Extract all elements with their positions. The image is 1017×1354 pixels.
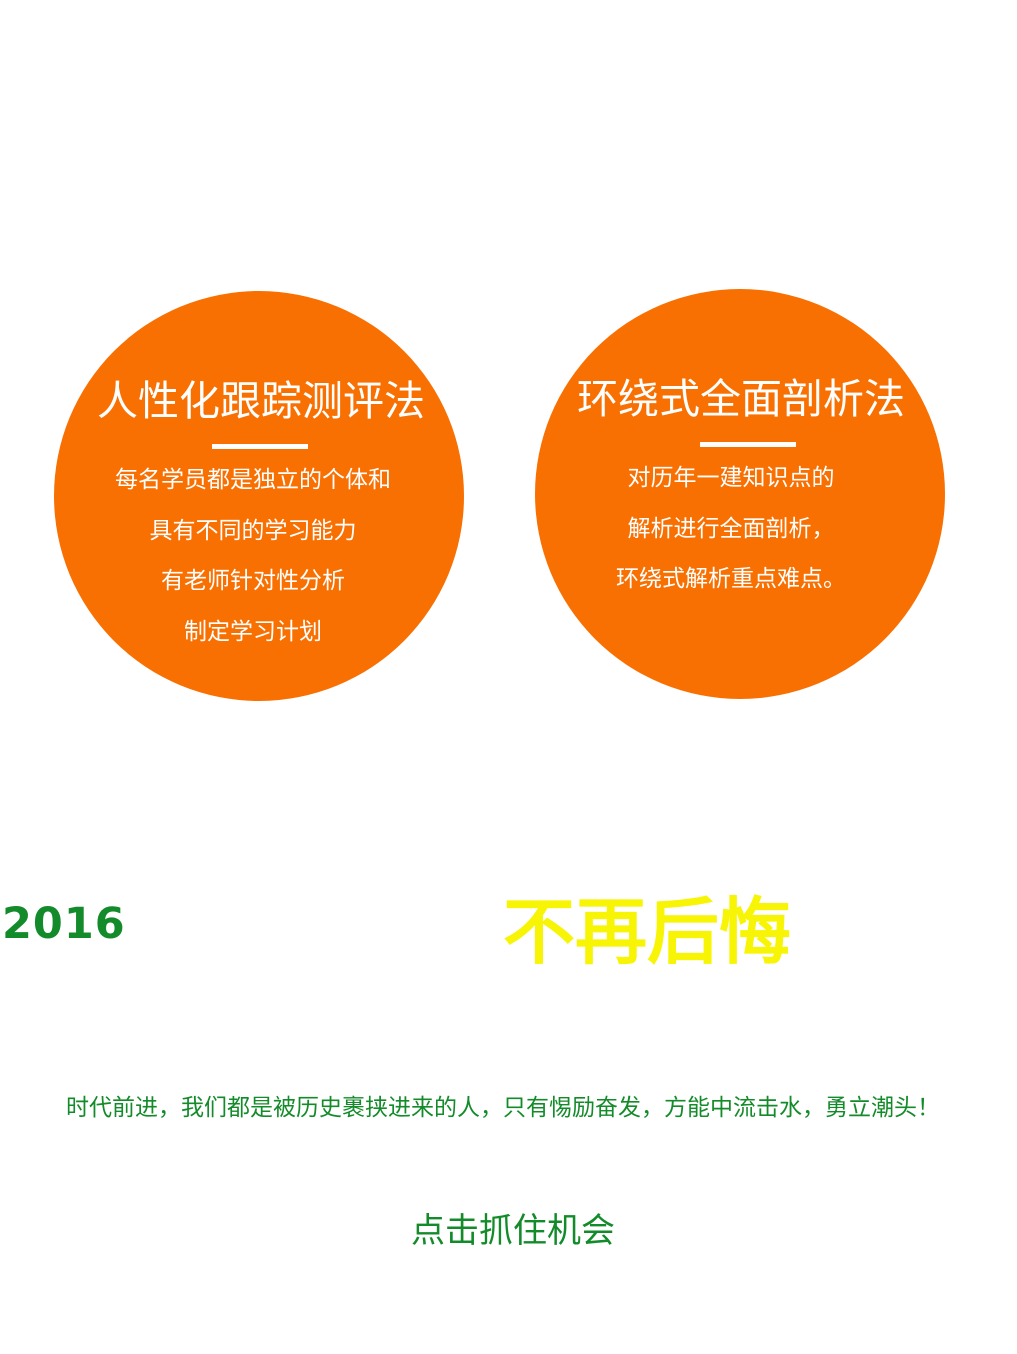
feature-title: 环绕式全面剖析法 (577, 375, 905, 423)
slogan-headline: 不再后悔 (503, 890, 792, 974)
feature-description: 对历年一建知识点的 解析进行全面剖析， 环绕式解析重点难点。 (526, 466, 936, 618)
description-line: 解析进行全面剖析， (627, 515, 835, 542)
description-line: 环绕式解析重点难点。 (616, 566, 846, 592)
description-line: 每名学员都是独立的个体和 (115, 467, 391, 493)
feature-description: 每名学员都是独立的个体和 具有不同的学习能力 有老师针对性分析 制定学习计划 (48, 468, 458, 670)
title-divider (212, 444, 308, 449)
year-label: 2016 (2, 899, 126, 949)
description-line: 具有不同的学习能力 (149, 517, 357, 544)
tagline-text: 时代前进，我们都是被历史裹挟进来的人，只有惕励奋发，方能中流击水，勇立潮头！ (66, 1095, 940, 1121)
description-line: 制定学习计划 (184, 618, 322, 645)
feature-circle-tracking: 人性化跟踪测评法 每名学员都是独立的个体和 具有不同的学习能力 有老师针对性分析… (54, 291, 464, 701)
feature-circle-analysis: 环绕式全面剖析法 对历年一建知识点的 解析进行全面剖析， 环绕式解析重点难点。 (535, 289, 945, 699)
description-line: 对历年一建知识点的 (627, 465, 835, 491)
title-divider (700, 442, 796, 447)
description-line: 有老师针对性分析 (161, 568, 345, 594)
feature-title: 人性化跟踪测评法 (97, 377, 425, 425)
seize-opportunity-link[interactable]: 点击抓住机会 (411, 1211, 615, 1251)
